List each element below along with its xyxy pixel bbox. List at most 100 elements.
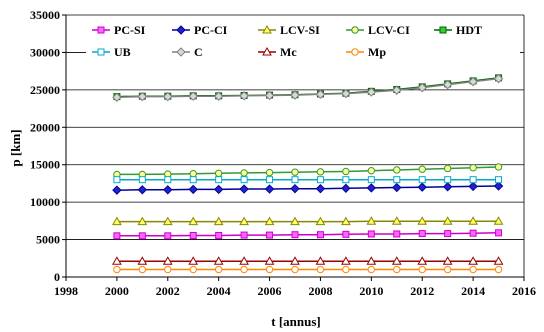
data-point <box>213 91 224 101</box>
legend-label: PC-SI <box>114 23 146 37</box>
data-point <box>213 216 224 226</box>
data-point <box>418 165 426 173</box>
data-point <box>214 169 223 178</box>
data-point <box>138 232 146 240</box>
data-point <box>164 232 172 240</box>
data-point <box>240 265 248 274</box>
y-axis-title: p [km] <box>8 129 23 166</box>
data-point <box>239 184 249 194</box>
data-point <box>189 231 197 239</box>
data-point <box>264 216 275 226</box>
data-point <box>341 88 351 99</box>
data-point <box>316 168 325 176</box>
series-pc-si <box>113 229 503 240</box>
x-tick-label: 2010 <box>359 284 383 298</box>
data-point <box>443 164 452 173</box>
data-point <box>239 91 249 101</box>
x-tick-label: 2016 <box>512 284 536 298</box>
legend-label: HDT <box>456 23 482 37</box>
data-point <box>213 256 224 265</box>
data-point <box>176 25 186 35</box>
data-point <box>138 265 147 274</box>
data-point <box>291 176 299 184</box>
data-point <box>468 216 478 225</box>
legend-item-c: C <box>172 45 203 59</box>
data-point <box>112 92 122 103</box>
legend-label: UB <box>114 45 131 59</box>
series-line <box>116 77 499 99</box>
data-point <box>266 231 274 239</box>
data-point <box>137 256 148 265</box>
y-tick-label: 10000 <box>30 195 60 209</box>
data-point <box>240 169 248 177</box>
x-tick-label: 2014 <box>461 284 485 298</box>
data-point <box>315 89 326 100</box>
data-point <box>494 265 503 274</box>
data-point <box>393 230 401 238</box>
legend-item-hdt: HDT <box>434 23 482 37</box>
data-point <box>417 256 428 265</box>
y-tick-label: 35000 <box>30 8 60 22</box>
data-point <box>468 256 478 265</box>
x-axis-title: t [annus] <box>271 314 321 329</box>
data-point <box>188 91 198 101</box>
data-point <box>240 176 248 184</box>
y-tick-label: 25000 <box>30 83 60 97</box>
y-tick-label: 30000 <box>30 45 60 59</box>
legend-label: LCV-SI <box>280 23 320 37</box>
data-point <box>468 181 478 192</box>
series-ub <box>113 176 503 184</box>
data-point <box>341 256 351 265</box>
data-point <box>341 216 351 226</box>
data-point <box>264 256 275 265</box>
data-point <box>137 91 148 102</box>
data-point <box>493 216 504 225</box>
y-tick-labels: 0 5000 10000 15000 20000 25000 30000 35000 <box>30 8 60 284</box>
data-point <box>469 265 477 274</box>
data-point <box>367 265 376 274</box>
data-point <box>262 46 272 56</box>
data-point <box>176 47 186 57</box>
data-point <box>315 216 326 226</box>
data-point <box>417 82 427 93</box>
data-point <box>495 229 503 237</box>
data-point <box>366 87 377 97</box>
data-point <box>290 256 300 265</box>
data-point <box>393 176 401 184</box>
data-point <box>265 265 274 274</box>
data-point <box>366 216 377 225</box>
data-point <box>215 176 223 184</box>
x-tick-label: 2000 <box>105 284 129 298</box>
data-point <box>367 230 375 238</box>
data-point <box>112 256 122 265</box>
data-point <box>442 256 453 265</box>
data-point <box>418 176 426 184</box>
data-point <box>469 164 477 172</box>
data-point <box>189 169 197 178</box>
data-point <box>341 183 351 194</box>
data-point <box>291 168 299 176</box>
data-point <box>163 185 173 195</box>
data-point <box>391 216 402 225</box>
legend-box <box>86 18 520 62</box>
data-point <box>240 231 248 239</box>
data-point <box>290 183 300 194</box>
series-group <box>112 73 504 274</box>
series-line <box>116 185 499 191</box>
x-tick-labels: 1998 2000 2002 2004 2006 2008 2010 2012 2014 2016 <box>54 284 536 298</box>
legend-label: C <box>194 45 203 59</box>
data-point <box>188 216 199 226</box>
series-mc <box>112 256 504 265</box>
data-point <box>391 256 402 265</box>
legend-label: PC-CI <box>194 23 228 37</box>
data-point <box>493 181 504 191</box>
data-point <box>189 265 197 274</box>
data-point <box>367 167 376 175</box>
data-point <box>342 230 350 238</box>
data-point <box>495 176 503 184</box>
data-point <box>164 176 172 184</box>
data-point <box>164 265 172 274</box>
x-tick-label: 2008 <box>308 284 332 298</box>
data-point <box>291 265 299 274</box>
data-point <box>112 216 122 226</box>
